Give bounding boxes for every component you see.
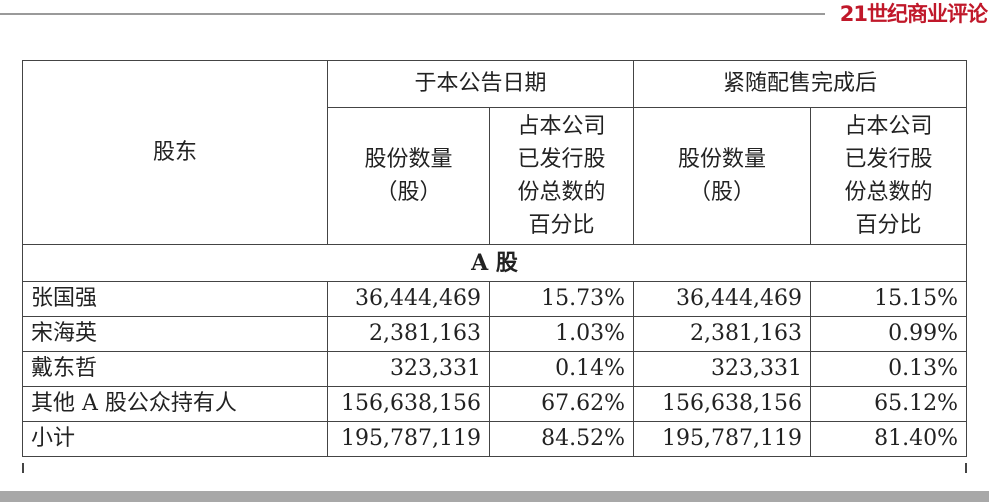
- shareholder-name: 其他 A 股公众持有人: [22, 386, 328, 422]
- header-as-of-announcement: 于本公告日期: [326, 60, 635, 108]
- pct-after: 0.13%: [810, 351, 968, 387]
- section-row: A 股: [21, 244, 968, 282]
- shares-after: 2,381,163: [633, 316, 812, 352]
- shares-after: 195,787,119: [633, 421, 812, 457]
- shares-current: 2,381,163: [327, 316, 490, 352]
- shares-current: 156,638,156: [327, 386, 490, 422]
- pct-current: 1.03%: [488, 316, 635, 352]
- shares-after: 36,444,469: [633, 281, 812, 317]
- table-border-continuation: [965, 463, 967, 473]
- pct-current: 0.14%: [488, 351, 635, 387]
- shareholder-name: 小计: [22, 421, 328, 457]
- pct-current: 84.52%: [488, 421, 635, 457]
- table-row: 其他 A 股公众持有人 156,638,156 67.62% 156,638,1…: [22, 386, 968, 422]
- shares-after: 323,331: [633, 351, 812, 387]
- footer-bar: [0, 491, 989, 502]
- header-shares-2: 股份数量 （股）: [633, 107, 812, 245]
- pct-after: 0.99%: [810, 316, 968, 352]
- header-row-columns: 股份数量（股） 占本公司 已发行股 份总数的 百分比 股份数量 （股） 占本公司 已发行股…: [23, 107, 968, 245]
- shares-current: 323,331: [327, 351, 490, 387]
- shareholder-name: 戴东哲: [22, 351, 328, 387]
- section-a-shares: A 股: [21, 244, 968, 282]
- pct-after: 15.15%: [810, 281, 968, 317]
- shareholder-name: 张国强: [22, 281, 328, 317]
- pct-after: 65.12%: [810, 386, 968, 422]
- header-shareholder: 股东: [22, 60, 328, 245]
- header-after-placing: 紧随配售完成后: [633, 60, 968, 108]
- pct-current: 15.73%: [488, 281, 635, 317]
- table-row: 戴东哲 323,331 0.14% 323,331 0.13%: [22, 351, 968, 387]
- header-shares-1: 股份数量（股）: [327, 107, 490, 245]
- table-border-continuation: [22, 463, 24, 473]
- header-pct-1: 占本公司 已发行股 份总数的 百分比: [488, 107, 635, 245]
- header-rule: [0, 13, 825, 15]
- shares-current: 36,444,469: [327, 281, 490, 317]
- logo-21st-century-business-review: 21世纪商业评论: [839, 2, 988, 26]
- pct-current: 67.62%: [488, 386, 635, 422]
- header-pct-2: 占本公司 已发行股 份总数的 百分比: [810, 107, 968, 245]
- shares-after: 156,638,156: [633, 386, 812, 422]
- pct-after: 81.40%: [810, 421, 968, 457]
- shareholder-name: 宋海英: [22, 316, 328, 352]
- table-row: 宋海英 2,381,163 1.03% 2,381,163 0.99%: [22, 316, 968, 352]
- table-row-subtotal: 小计 195,787,119 84.52% 195,787,119 81.40%: [22, 421, 968, 457]
- shareholding-table: 股东 于本公告日期 紧随配售完成后 股份数量（股） 占本公司 已发行股 份总数的 百分…: [21, 60, 968, 457]
- header-shares-label: 股份数量（股）: [364, 147, 453, 205]
- header-row-groups: 股东 于本公告日期 紧随配售完成后: [22, 60, 968, 245]
- shares-current: 195,787,119: [327, 421, 490, 457]
- table-row: 张国强 36,444,469 15.73% 36,444,469 15.15%: [22, 281, 968, 317]
